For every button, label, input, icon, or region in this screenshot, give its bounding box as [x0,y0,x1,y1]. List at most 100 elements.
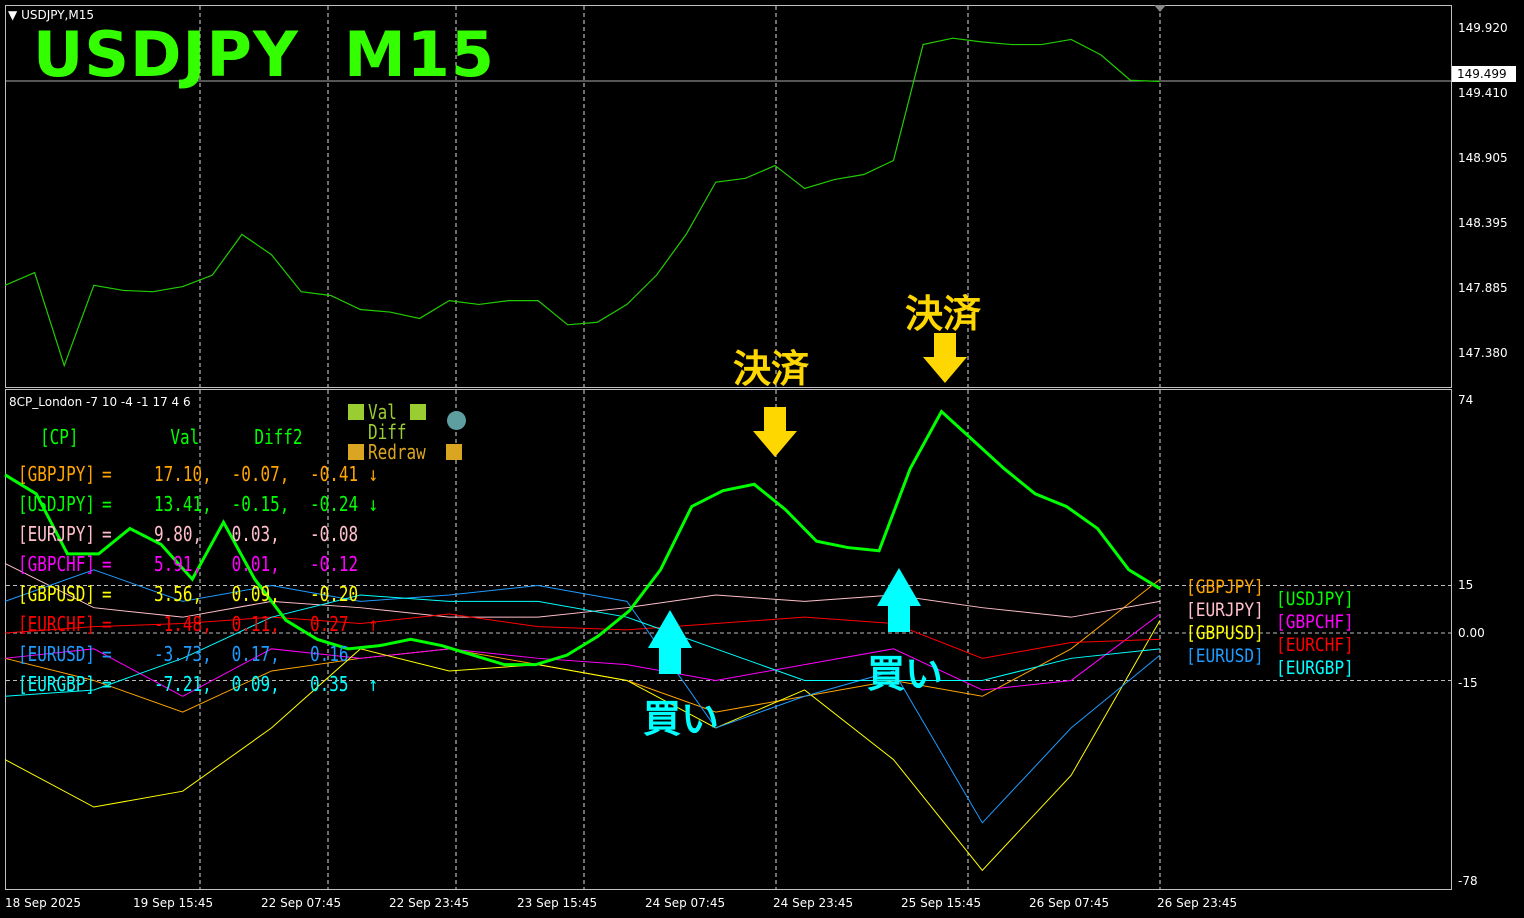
row-diff2: 0.01, [231,552,280,576]
header-val: Val [170,425,200,449]
price-tick: 147.380 [1458,346,1508,360]
row-diff: 0.16 [310,642,349,666]
current-price-label: 149.499 [1452,66,1516,82]
row-eq: = [102,552,112,576]
time-tick: 25 Sep 15:45 [901,896,982,910]
time-tick: 26 Sep 07:45 [1029,896,1110,910]
row-pair: [EURCHF] [18,612,96,636]
buy-label-2: 買い [867,652,944,696]
series-line-eurusd [4,569,1161,824]
row-val: 13.41, [154,492,212,516]
header-cp: [CP] [40,425,79,449]
redraw-toggle-left[interactable] [348,444,364,460]
big-title: USDJPY M15 [33,18,496,91]
price-pane[interactable] [5,5,1452,388]
time-tick: 18 Sep 2025 [5,896,82,910]
indicator-tick: -15 [1458,676,1478,690]
price-line [4,37,1161,368]
legend-label: [EURJPY] [1186,599,1264,621]
series-line-eurgbp [4,594,1161,697]
row-val: -1.48, [154,612,212,636]
val-button[interactable]: Val [368,400,397,424]
buy-label-1: 買い [643,697,720,741]
table-row: [GBPUSD] = 3.56, 0.09, -0.20 [18,582,418,608]
down-arrow-icon [923,333,967,383]
price-tick: 147.885 [1458,281,1508,295]
row-arrow: ↓ [368,492,379,516]
row-pair: [EURJPY] [18,522,96,546]
table-row: [GBPCHF] = 5.91, 0.01, -0.12 [18,552,418,578]
row-diff2: -0.15, [231,492,290,516]
row-val: 5.91, [154,552,203,576]
row-eq: = [102,672,112,696]
row-diff2: -0.07, [231,462,290,486]
series-line-eurchf [4,613,1161,659]
legend-label: [GBPJPY] [1186,576,1264,598]
indicator-tick: 15 [1458,578,1474,592]
row-eq: = [102,642,112,666]
row-diff: -0.08 [310,522,359,546]
time-tick: 26 Sep 23:45 [1157,896,1238,910]
row-val: -7.21, [154,672,212,696]
series-line-gbpusd [4,620,1161,872]
series-line-usdjpy [4,409,1161,667]
indicator-name: 8CP_London -7 10 -4 -1 17 4 6 [9,395,191,409]
price-tick: 149.920 [1458,21,1508,35]
shift-marker-icon [1154,5,1166,12]
settle-label-1: 決済 [733,347,810,391]
row-diff: 0.27 [310,612,349,636]
row-eq: = [102,492,112,516]
time-tick: 23 Sep 15:45 [517,896,598,910]
row-val: 17.10, [154,462,212,486]
row-diff: -0.24 [310,492,359,516]
row-arrow: ↑ [368,672,379,696]
diff-button[interactable]: Diff [368,420,407,444]
row-pair: [GBPUSD] [18,582,96,606]
time-tick: 22 Sep 23:45 [389,896,470,910]
indicator-tick: 0.00 [1458,626,1485,640]
legend-label: [EURCHF] [1276,634,1354,656]
down-arrow-icon [753,407,797,457]
time-tick: 24 Sep 07:45 [645,896,726,910]
row-diff2: 0.11, [231,612,280,636]
indicator-tick: 74 [1458,393,1474,407]
row-val: 3.56, [154,582,203,606]
row-pair: [GBPJPY] [18,462,96,486]
status-circle-icon[interactable] [447,411,466,430]
symbol-title: USDJPY,M15 [21,8,94,22]
symbol-header[interactable]: ▼ USDJPY,M15 [8,8,94,22]
series-line-eurjpy [4,562,1161,618]
row-pair: [EURGBP] [18,672,96,696]
redraw-button[interactable]: Redraw [368,440,426,464]
row-pair: [EURUSD] [18,642,96,666]
row-val: -3.73, [154,642,212,666]
table-row: [EURCHF] = -1.48, 0.11, 0.27 ↑ [18,612,418,638]
table-row: [EURUSD] = -3.73, 0.17, 0.16 [18,642,418,668]
up-arrow-icon [877,568,921,632]
legend-label: [USDJPY] [1276,588,1354,610]
table-row: [USDJPY] = 13.41, -0.15, -0.24 ↓ [18,492,418,518]
row-arrow: ↑ [368,612,379,636]
table-header: [CP] Val Diff2 [40,425,303,449]
legend-label: [EURGBP] [1276,657,1354,679]
indicator-pane[interactable] [5,389,1452,890]
redraw-toggle-right[interactable] [446,444,462,460]
up-arrow-icon [648,610,692,674]
time-tick: 24 Sep 23:45 [773,896,854,910]
dropdown-triangle-icon[interactable]: ▼ [8,8,18,22]
table-row: [GBPJPY] = 17.10, -0.07, -0.41 ↓ [18,462,418,488]
row-diff2: 0.17, [231,642,280,666]
row-diff2: 0.09, [231,672,280,696]
row-pair: [USDJPY] [18,492,96,516]
row-diff: -0.20 [310,582,359,606]
row-eq: = [102,612,112,636]
val-toggle-left[interactable] [348,404,364,420]
row-diff: -0.12 [310,552,359,576]
header-diff2: Diff2 [254,425,303,449]
legend-label: [GBPCHF] [1276,611,1354,633]
price-tick: 149.410 [1458,86,1508,100]
row-diff2: 0.09, [231,582,280,606]
val-toggle-right[interactable] [410,404,426,420]
row-eq: = [102,582,112,606]
